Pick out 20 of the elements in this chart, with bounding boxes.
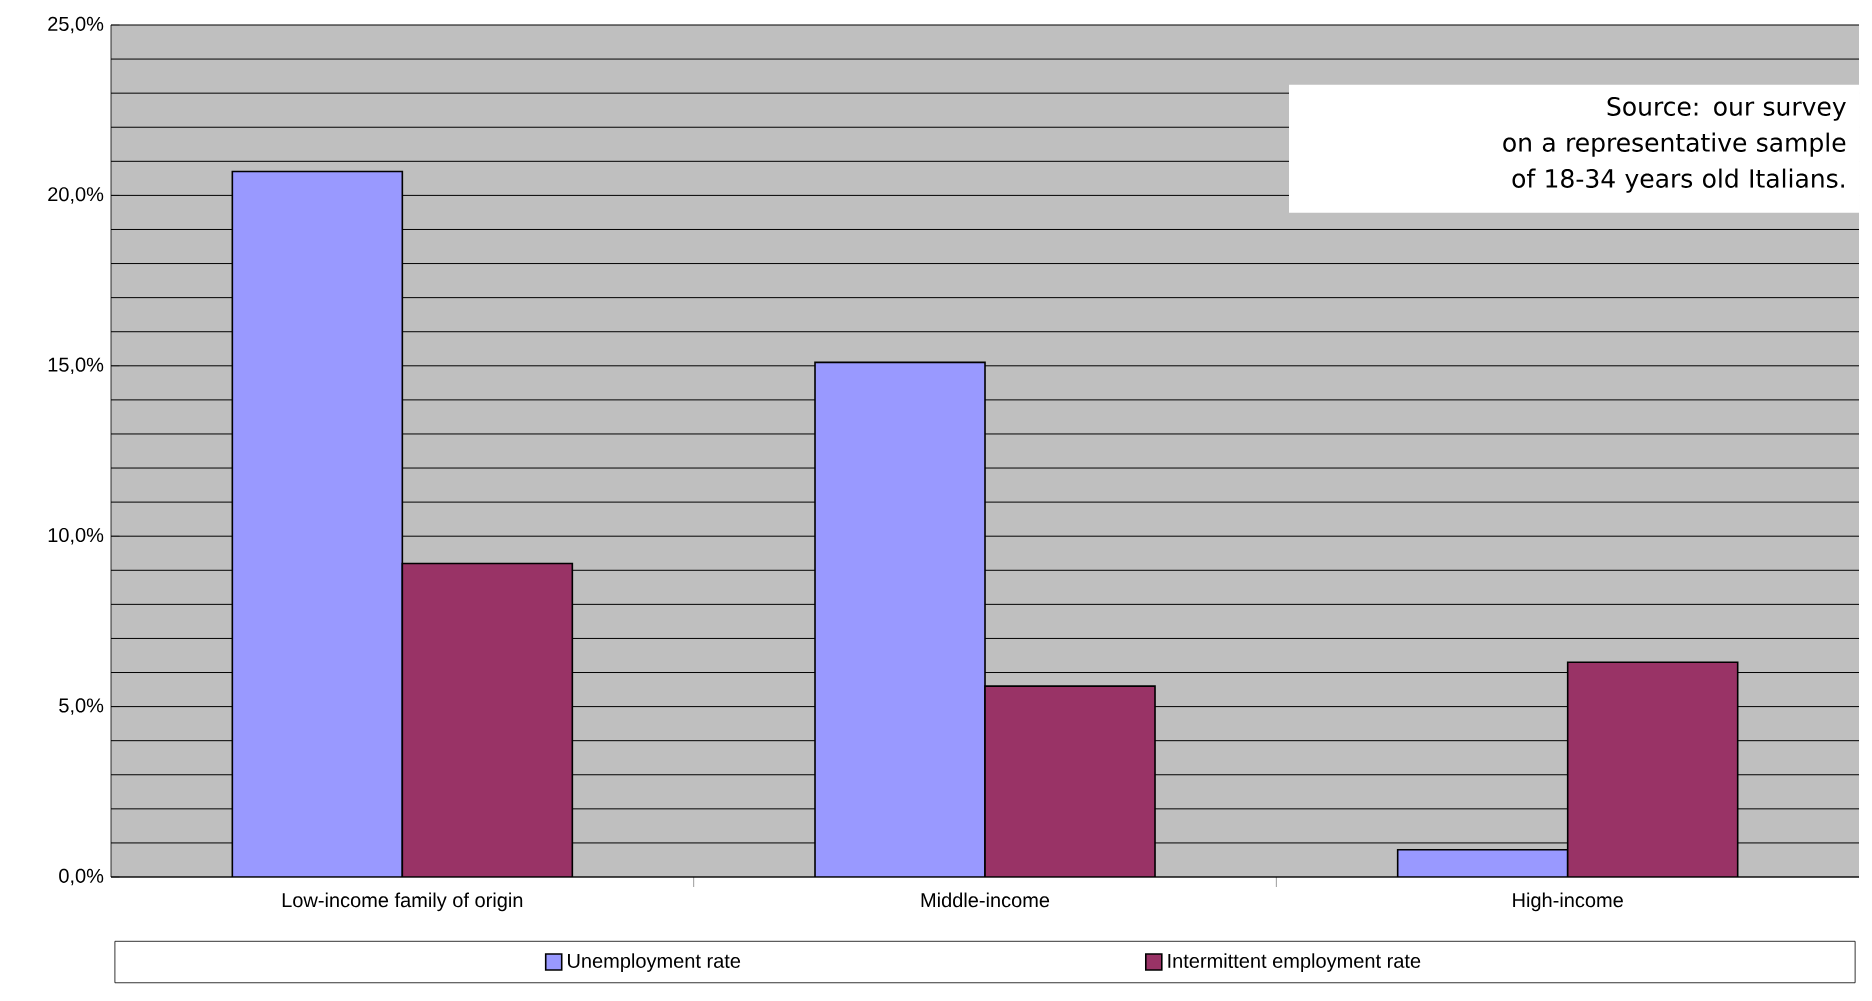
y-tick-label: 15,0% (48, 357, 104, 375)
x-tick-label: Middle-income (921, 892, 1050, 908)
x-tick-label: High-income (1513, 892, 1623, 912)
x-tick-label: Low-income family of origin (282, 892, 523, 912)
legend-label: Unemployment rate (568, 953, 741, 972)
bar (1396, 848, 1569, 877)
y-tick-label: 0,0% (59, 868, 104, 886)
annotation: of 18-34 years old Italians. (1512, 168, 1844, 193)
y-tick-label: 25,0% (48, 16, 104, 34)
annotation: Source: our survey (1607, 97, 1846, 121)
annotation: on a representative sample (1503, 132, 1846, 157)
bar (231, 170, 404, 877)
bar (984, 685, 1156, 877)
bar (1566, 661, 1739, 877)
legend-label: Intermittent employment rate (1168, 953, 1421, 972)
bar (814, 361, 986, 877)
y-tick-label: 10,0% (48, 527, 104, 545)
bar (401, 562, 574, 877)
y-tick-label: 20,0% (48, 187, 104, 204)
y-tick-label: 5,0% (59, 698, 104, 715)
